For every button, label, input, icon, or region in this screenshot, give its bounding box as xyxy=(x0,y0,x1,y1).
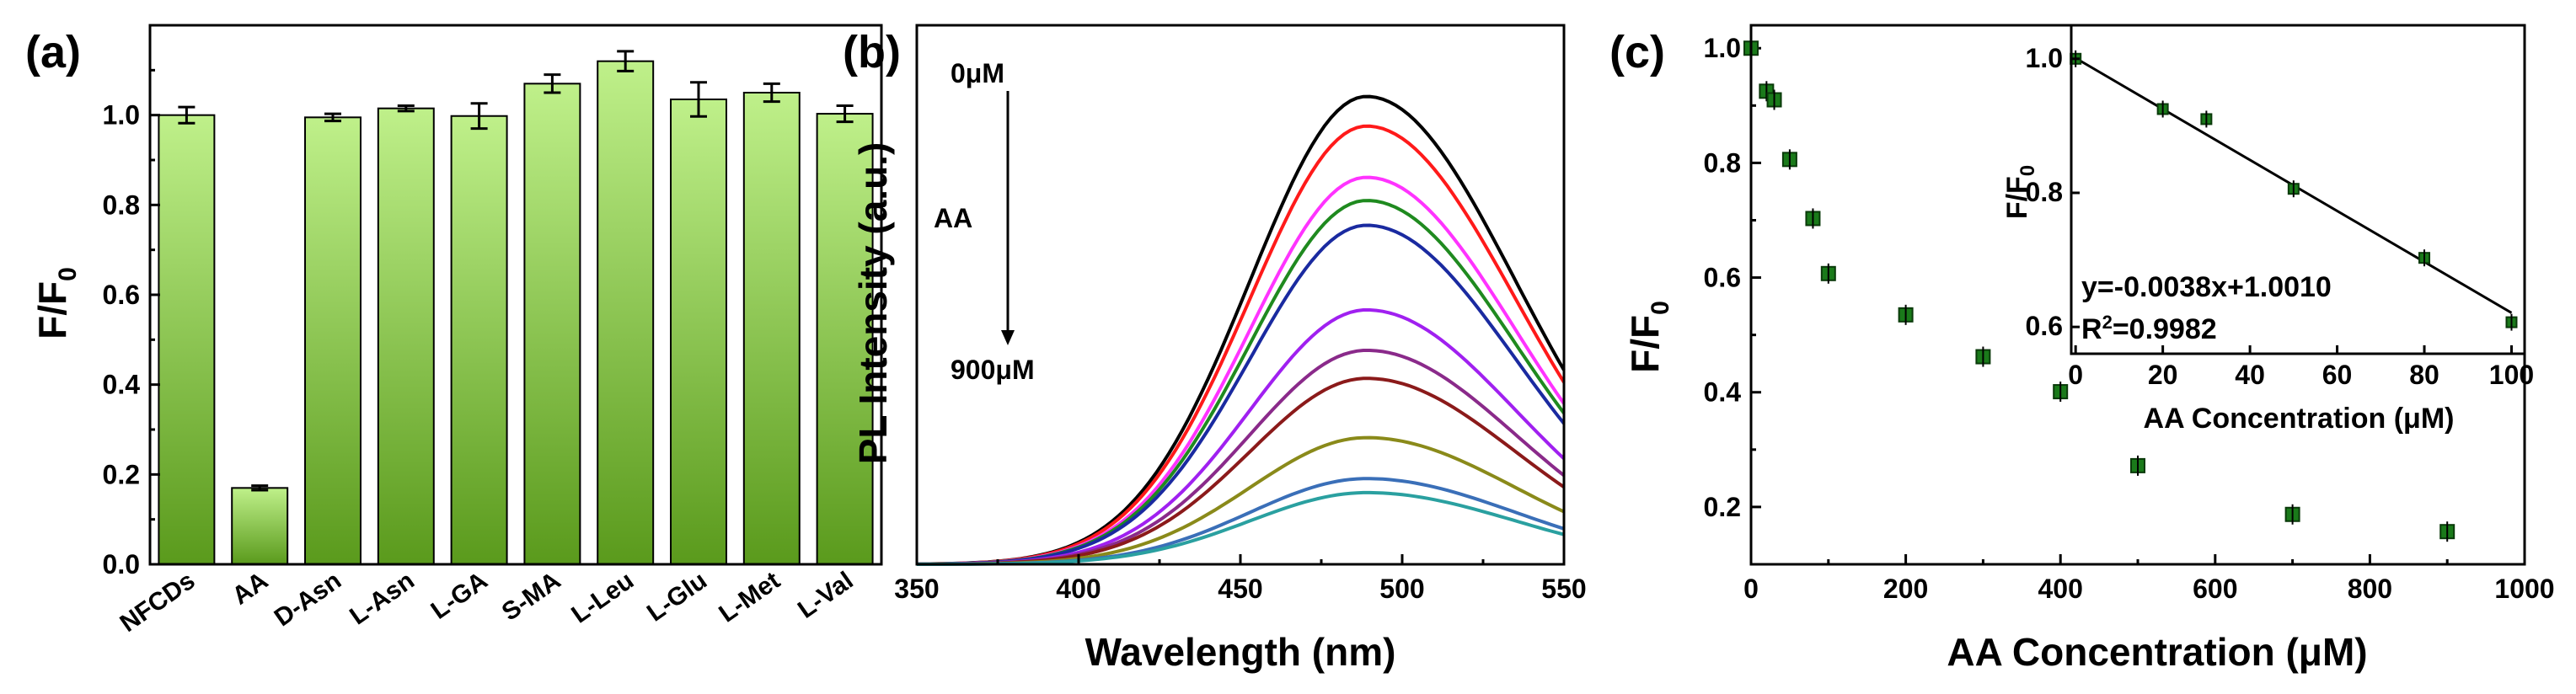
inset-x-axis-label: AA Concentration (μM) xyxy=(2144,403,2455,435)
x-tick-label: 350 xyxy=(894,574,939,604)
x-tick-label: 400 xyxy=(1056,574,1101,604)
y-tick-label: 0.4 xyxy=(103,370,141,400)
bar-l-leu xyxy=(597,60,655,565)
panel-a-bars xyxy=(158,60,874,566)
panel-a-error-bars xyxy=(178,50,854,492)
panel-c-label: (c) xyxy=(1609,27,1665,77)
error-bar-l-leu xyxy=(617,50,635,72)
panel-a-y-ticks: 0.0 0.2 0.4 0.6 0.8 1.0 xyxy=(103,68,160,579)
panel-c-x-ticks: 0 200 400 600 800 1000 xyxy=(1743,554,2555,604)
x-tick-label: 800 xyxy=(2348,574,2392,604)
panel-b-arrow-head xyxy=(1001,330,1015,345)
spectrum-line-9 xyxy=(917,435,1565,566)
inset-x-tick-label: 60 xyxy=(2322,360,2353,390)
y-tick-label: 0.0 xyxy=(103,549,140,579)
x-tick-label: 400 xyxy=(2038,574,2083,604)
inset-x-tick-label: 0 xyxy=(2068,360,2083,390)
category-label-l-leu: L-Leu xyxy=(566,567,639,629)
bar-l-val xyxy=(816,113,874,566)
panel-a-plot-frame xyxy=(148,24,883,566)
bar-l-ga xyxy=(450,115,508,565)
x-tick-label: 0 xyxy=(1743,574,1759,604)
inset-r-squared: R2=0.9982 xyxy=(2081,312,2217,345)
x-tick-label: 600 xyxy=(2193,574,2237,604)
error-bar-l-met xyxy=(763,82,780,104)
panel-b-annotation-end: 900μM xyxy=(951,355,1035,385)
panel-c-x-axis-label: AA Concentration (μM) xyxy=(1947,630,2367,674)
inset-x-tick-label: 40 xyxy=(2235,360,2265,390)
category-label-s-ma: S-MA xyxy=(497,567,566,627)
panel-c-y-axis-label: F/F0 xyxy=(1623,301,1674,373)
panel-b-x-axis-label: Wavelength (nm) xyxy=(1085,630,1396,674)
inset-y-axis-label: F/F0 xyxy=(2001,165,2039,219)
y-tick-label: 1.0 xyxy=(103,100,140,131)
y-tick-label: 0.2 xyxy=(1704,492,1741,522)
panel-b-annotation-start: 0μM xyxy=(951,58,1004,88)
panel-a-label: (a) xyxy=(25,27,81,77)
y-tick-label: 0.2 xyxy=(103,459,140,489)
panel-c-inset: 0.6 0.8 1.0 0 20 40 60 80 100 F/F0 AA Concentra… xyxy=(2001,24,2534,435)
y-tick-label: 0.6 xyxy=(1704,263,1741,293)
category-label-l-met: L-Met xyxy=(714,567,785,628)
bar-aa xyxy=(231,487,289,565)
y-tick-label: 0.8 xyxy=(103,190,140,220)
category-label-l-val: L-Val xyxy=(793,567,859,624)
y-tick-label: 1.0 xyxy=(1704,33,1741,63)
panel-b-annotation-analyte: AA xyxy=(934,203,972,233)
y-tick-label: 0.4 xyxy=(1704,377,1742,408)
inset-frame xyxy=(2070,24,2526,355)
bar-l-asn xyxy=(377,107,435,565)
category-label-aa: AA xyxy=(228,567,273,611)
inset-y-tick-label: 0.6 xyxy=(2026,311,2063,341)
error-bar-s-ma xyxy=(544,73,561,94)
y-tick-label: 0.6 xyxy=(103,280,140,310)
x-tick-label: 450 xyxy=(1218,574,1262,604)
panel-b-x-ticks: 350 400 450 500 550 xyxy=(894,554,1587,604)
panel-a-y-axis-label: F/F0 xyxy=(30,267,82,339)
inset-y-ticks: 0.6 0.8 1.0 xyxy=(2026,43,2080,341)
inset-points xyxy=(2070,50,2518,331)
error-bar-aa xyxy=(251,484,269,492)
x-tick-label: 200 xyxy=(1883,574,1928,604)
panel-b-plot-frame xyxy=(915,24,1566,566)
category-label-l-ga: L-GA xyxy=(426,567,493,625)
inset-y-tick-label: 1.0 xyxy=(2026,43,2063,73)
inset-x-tick-label: 100 xyxy=(2489,360,2534,390)
bar-nfcds xyxy=(158,114,216,565)
spectrum-line-11 xyxy=(916,490,1565,566)
panel-b-label: (b) xyxy=(843,27,901,77)
panel-c-y-ticks: 0.2 0.4 0.6 0.8 1.0 xyxy=(1704,33,1761,522)
panel-a-bar-chart: (a) F/F0 0.0 0.2 0.4 0.6 0.8 1.0 NFCDs AAD-Asn… xyxy=(25,24,883,638)
error-bar-l-glu xyxy=(690,81,707,118)
inset-fit-equation: y=-0.0038x+1.0010 xyxy=(2081,271,2332,303)
error-bar-l-asn xyxy=(397,104,415,113)
bar-d-asn xyxy=(304,116,361,566)
panel-b-y-axis-label: PL Intensity (a.u.) xyxy=(851,142,895,465)
bar-l-glu xyxy=(670,99,727,565)
error-bar-l-ga xyxy=(470,102,488,131)
inset-x-tick-label: 80 xyxy=(2409,360,2439,390)
bar-s-ma xyxy=(523,83,581,566)
error-bar-d-asn xyxy=(324,112,341,123)
error-bar-l-val xyxy=(836,104,854,124)
spectrum-line-8 xyxy=(916,376,1566,566)
bar-l-met xyxy=(742,92,801,565)
x-tick-label: 550 xyxy=(1541,574,1586,604)
error-bar-nfcds xyxy=(178,105,195,125)
y-tick-label: 0.8 xyxy=(1704,147,1741,178)
category-label-l-glu: L-Glu xyxy=(642,567,712,627)
inset-x-ticks: 0 20 40 60 80 100 xyxy=(2068,345,2534,390)
panel-c-points xyxy=(1743,38,2456,542)
category-label-l-asn: L-Asn xyxy=(345,567,420,631)
panel-c-scatter-chart: (c) F/F0 AA Concentration (μM) 0.2 0.4 0.6… xyxy=(1609,24,2555,674)
inset-y-tick-label: 0.8 xyxy=(2026,177,2063,207)
inset-x-tick-label: 20 xyxy=(2148,360,2178,390)
panel-b-line-chart: (b) PL Intensity (a.u.) Wavelength (nm) … xyxy=(843,24,1587,674)
spectrum-line-10 xyxy=(917,477,1565,566)
category-label-d-asn: D-Asn xyxy=(270,567,346,633)
x-tick-label: 1000 xyxy=(2494,574,2554,604)
x-tick-label: 500 xyxy=(1379,574,1424,604)
